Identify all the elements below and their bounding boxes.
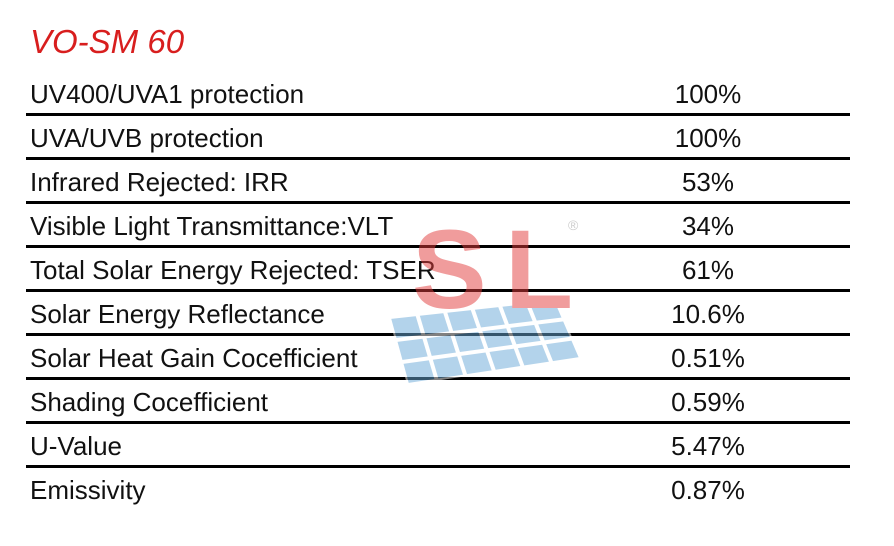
table-row: Emissivity 0.87% bbox=[26, 468, 850, 509]
table-row: UV400/UVA1 protection 100% bbox=[26, 72, 850, 116]
spec-table: UV400/UVA1 protection 100% UVA/UVB prote… bbox=[26, 72, 850, 509]
spec-value: 5.47% bbox=[671, 431, 745, 461]
spec-value: 53% bbox=[681, 167, 735, 197]
table-row: Shading Cocefficient 0.59% bbox=[26, 380, 850, 424]
spec-label: UVA/UVB protection bbox=[30, 123, 264, 153]
spec-label: Solar Energy Reflectance bbox=[30, 299, 325, 329]
table-row: Visible Light Transmittance:VLT 34% bbox=[26, 204, 850, 248]
spec-value: 0.87% bbox=[671, 475, 745, 505]
spec-label: U-Value bbox=[30, 431, 123, 461]
table-row: Infrared Rejected: IRR 53% bbox=[26, 160, 850, 204]
spec-value: 10.6% bbox=[671, 299, 745, 329]
spec-label: Total Solar Energy Rejected: TSER bbox=[30, 255, 436, 285]
table-row: U-Value 5.47% bbox=[26, 424, 850, 468]
spec-label: Visible Light Transmittance:VLT bbox=[30, 211, 394, 241]
spec-label: Emissivity bbox=[30, 475, 146, 505]
spec-value: 0.51% bbox=[671, 343, 745, 373]
table-row: UVA/UVB protection 100% bbox=[26, 116, 850, 160]
spec-label: Shading Cocefficient bbox=[30, 387, 269, 417]
spec-label: UV400/UVA1 protection bbox=[30, 79, 305, 109]
spec-label: Infrared Rejected: IRR bbox=[30, 167, 289, 197]
spec-value: 100% bbox=[674, 123, 742, 153]
spec-value: 61% bbox=[681, 255, 735, 285]
table-row: Solar Energy Reflectance 10.6% bbox=[26, 292, 850, 336]
spec-value: 34% bbox=[681, 211, 735, 241]
spec-value: 100% bbox=[674, 79, 742, 109]
table-row: Total Solar Energy Rejected: TSER 61% bbox=[26, 248, 850, 292]
table-row: Solar Heat Gain Cocefficient 0.51% bbox=[26, 336, 850, 380]
spec-label: Solar Heat Gain Cocefficient bbox=[30, 343, 358, 373]
spec-value: 0.59% bbox=[671, 387, 745, 417]
product-title: VO-SM 60 bbox=[30, 23, 185, 60]
